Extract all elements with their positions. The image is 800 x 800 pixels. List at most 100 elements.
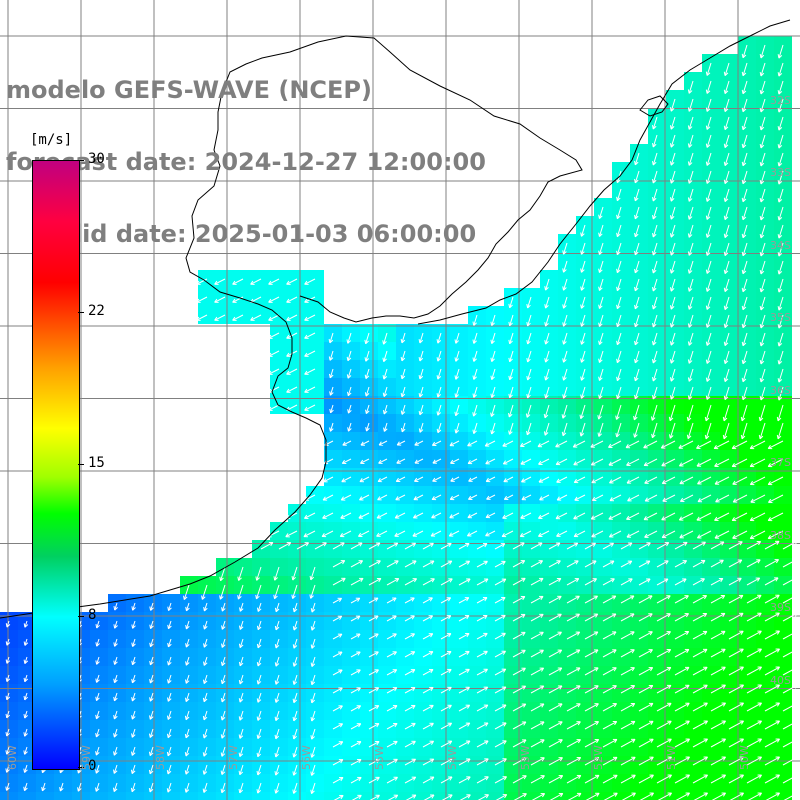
wind-arrow: [329, 332, 334, 344]
wind-arrow: [440, 633, 452, 640]
wind-arrow: [437, 332, 442, 344]
wind-arrow-head: [661, 516, 665, 521]
wind-arrow: [310, 584, 316, 599]
wind-arrow: [502, 440, 514, 447]
wind-arrow-head: [382, 375, 385, 380]
wind-arrow-head: [670, 342, 675, 346]
wind-arrow-head: [6, 696, 11, 701]
wind-arrow: [394, 530, 406, 537]
wind-arrow: [310, 566, 316, 581]
wind-arrow-head: [238, 661, 241, 666]
wind-arrow-head: [559, 703, 563, 708]
wind-arrow-head: [42, 769, 46, 774]
wind-arrow-head: [448, 705, 452, 709]
wind-arrow-head: [485, 704, 489, 709]
wind-arrow-head: [776, 434, 779, 439]
wind-arrow: [359, 494, 370, 501]
wind-arrow: [512, 739, 527, 748]
wind-arrow: [669, 422, 676, 439]
wind-arrow-head: [581, 251, 585, 255]
wind-arrow-head: [696, 462, 700, 467]
wind-arrow: [746, 612, 762, 622]
wind-arrow-head: [580, 322, 582, 327]
wind-arrow-head: [196, 298, 200, 303]
wind-arrow: [714, 512, 730, 521]
wind-arrow-head: [544, 432, 549, 436]
wind-arrow-head: [596, 793, 600, 797]
wind-arrow: [221, 638, 226, 648]
wind-arrow-head: [723, 89, 726, 94]
wind-arrow: [268, 332, 280, 339]
wind-arrow-head: [723, 107, 726, 112]
wind-arrow-head: [616, 286, 618, 291]
wind-arrow: [634, 152, 640, 166]
wind-arrow-head: [149, 752, 154, 757]
wind-arrow-head: [527, 358, 531, 363]
wind-arrow-head: [509, 394, 513, 399]
wind-arrow: [584, 542, 596, 550]
wind-arrow-head: [705, 197, 708, 202]
wind-arrow: [386, 615, 397, 622]
wind-arrow: [275, 728, 280, 739]
wind-arrow: [185, 602, 190, 611]
wind-arrow-head: [742, 180, 747, 185]
wind-arrow-head: [687, 395, 690, 400]
wind-arrow-head: [742, 126, 747, 131]
wind-arrow-head: [114, 679, 118, 684]
wind-arrow-head: [632, 792, 636, 797]
wind-arrow: [580, 260, 586, 273]
wind-arrow: [652, 314, 658, 328]
longitude-label: 58W: [154, 745, 167, 770]
wind-arrow-head: [723, 125, 726, 130]
wind-arrow-head: [347, 391, 349, 396]
wind-arrow: [95, 764, 100, 774]
wind-arrow-head: [330, 409, 334, 414]
wind-arrow-head: [562, 340, 565, 345]
wind-arrow: [476, 668, 488, 676]
wind-arrow-head: [24, 751, 28, 755]
wind-arrow-head: [668, 416, 671, 421]
wind-arrow-head: [347, 375, 352, 379]
wind-arrow: [185, 782, 190, 793]
wind-arrow: [401, 422, 406, 433]
wind-arrow-head: [467, 514, 471, 518]
wind-arrow: [584, 667, 599, 676]
wind-arrow: [257, 710, 262, 721]
wind-arrow: [670, 152, 676, 166]
wind-arrow: [732, 476, 748, 485]
wind-arrow-head: [131, 715, 133, 720]
wind-arrow-head: [285, 533, 289, 537]
wind-arrow-head: [723, 395, 726, 400]
wind-arrow: [311, 602, 316, 613]
wind-arrow: [221, 764, 226, 775]
wind-arrow-head: [250, 280, 254, 285]
wind-arrow: [746, 720, 762, 730]
wind-arrow: [455, 368, 460, 380]
wind-arrow: [386, 597, 397, 604]
wind-arrow-head: [687, 269, 690, 274]
wind-arrow: [350, 723, 361, 730]
wind-arrow-head: [466, 686, 470, 691]
wind-arrow-head: [5, 641, 8, 646]
wind-arrow-head: [521, 478, 525, 483]
wind-arrow: [503, 458, 514, 465]
wind-arrow-head: [545, 286, 549, 291]
wind-arrow-head: [767, 480, 771, 485]
wind-arrow-head: [723, 359, 726, 364]
wind-arrow-head: [777, 180, 780, 185]
wind-arrow-head: [328, 356, 331, 361]
wind-arrow-head: [466, 597, 470, 602]
wind-arrow-head: [704, 792, 708, 797]
wind-arrow-head: [214, 298, 218, 303]
wind-arrow-head: [437, 358, 442, 362]
wind-arrow: [573, 530, 586, 537]
wind-arrow-head: [778, 72, 783, 77]
wind-arrow: [6, 728, 10, 737]
wind-arrow: [537, 440, 550, 448]
wind-arrow: [620, 613, 635, 622]
wind-arrow: [602, 595, 616, 604]
wind-arrow-head: [508, 303, 511, 308]
wind-arrow: [440, 722, 452, 730]
wind-arrow: [167, 782, 172, 793]
wind-arrow: [274, 566, 280, 581]
